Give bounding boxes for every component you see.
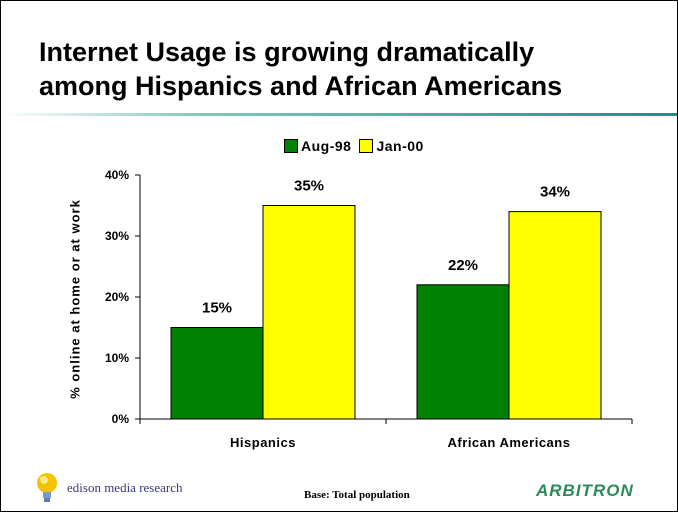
data-label: 34%	[540, 184, 570, 201]
y-tick-label: 30%	[105, 229, 129, 243]
edison-logo: edison media research	[35, 471, 183, 505]
title-line-1: Internet Usage is growing dramatically	[39, 37, 535, 67]
chart-legend: Aug-98 Jan-00	[284, 137, 432, 155]
title-line-2: among Hispanics and African Americans	[39, 71, 563, 101]
x-category-label: Hispanics	[230, 435, 296, 450]
bar-jan-00-african-americans	[508, 211, 602, 420]
data-label: 15%	[202, 300, 232, 317]
legend-label-jan-00: Jan-00	[376, 138, 424, 154]
bar-aug-98-african-americans	[416, 284, 510, 420]
x-category-label: African Americans	[448, 435, 571, 450]
slide-title: Internet Usage is growing dramatically a…	[39, 35, 659, 103]
bar-aug-98-hispanics	[170, 327, 264, 420]
legend-swatch-jan-00	[359, 139, 374, 153]
edison-bulb-icon	[37, 473, 57, 502]
arbitron-logo: ARBITRON	[536, 481, 634, 500]
y-tick-label: 20%	[105, 290, 129, 304]
data-label: 22%	[448, 257, 478, 274]
edison-logo-text: edison media research	[67, 480, 183, 495]
legend-item-jan-00: Jan-00	[359, 138, 423, 154]
y-tick-label: 10%	[105, 351, 129, 365]
base-note: Base: Total population	[304, 489, 410, 501]
bar-jan-00-hispanics	[262, 205, 356, 420]
y-tick-label: 0%	[112, 412, 130, 426]
data-label: 35%	[294, 178, 324, 195]
legend-item-aug-98: Aug-98	[284, 138, 351, 154]
legend-label-aug-98: Aug-98	[301, 138, 352, 154]
bar-chart: 0% 10% 20% 30% 40% 15% 35% Hispanics 22% 34% Afric…	[105, 168, 633, 450]
title-divider	[1, 113, 677, 116]
legend-swatch-aug-98	[284, 139, 298, 153]
y-tick-label: 40%	[105, 168, 129, 182]
